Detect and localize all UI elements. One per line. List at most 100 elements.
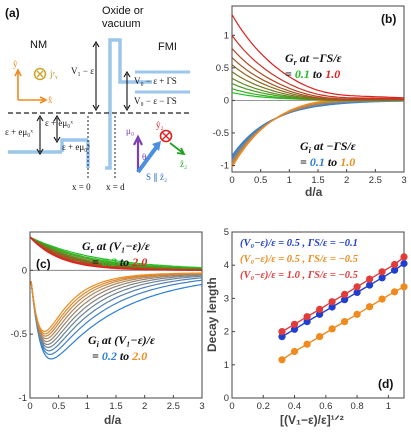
panel-d-ytick-label: 0 (224, 393, 229, 404)
y-axis-label: ŷ (13, 59, 18, 69)
panel-d-point (378, 274, 386, 282)
panel-a-label: (a) (5, 6, 20, 20)
panel-b-xlabel: d/a (305, 185, 323, 199)
y-axis-arrow (14, 68, 22, 100)
y2-cross-lines-icon (161, 131, 171, 141)
panel-b-ticks: 0 0.5 1 1.5 2 2.5 3 -1 -0.5 0 0.5 1 (213, 30, 407, 186)
panel-b-xtick-label: 1 (287, 175, 292, 186)
panel-d-point (353, 283, 361, 291)
theta-label: θ (142, 152, 146, 162)
panel-d-xtick-label: 0.6 (319, 401, 332, 412)
panel-d-point (378, 295, 386, 303)
panel-d-point (391, 260, 399, 269)
panel-d-point (366, 303, 374, 311)
panel-d-point (278, 356, 286, 364)
xd-label: x = d (106, 182, 125, 192)
panel-d-point (400, 259, 408, 268)
panel-d-point (366, 281, 374, 289)
panel-d-frame (231, 231, 405, 399)
panel-d-ytick-label: 5 (224, 227, 229, 238)
panel-d-point (341, 318, 349, 326)
eps-mid-label: ε + eμ₀ˣ (45, 118, 73, 128)
panel-c-gi-curve (30, 279, 203, 356)
panel-d-point (278, 333, 286, 341)
panel-b-xtick-label: 2 (344, 175, 349, 186)
panel-c-gi-curve (30, 275, 203, 349)
panel-c-gr-annotation: Gr at (V₁−ε)/ε (82, 239, 150, 255)
panel-c-gi-curve (30, 273, 203, 343)
panel-d-point (391, 266, 399, 274)
panel-a: (a) NM Oxide or vacuum FMI V₁ − ε V₀ − ε… (5, 5, 190, 192)
nm-right-band (60, 138, 88, 152)
panel-d-point (366, 275, 374, 283)
panel-b-gr-curve (231, 14, 405, 99)
y2-cross-icon (159, 129, 173, 143)
panel-b-curves (231, 14, 405, 168)
panel-b-gr-annotation: Gr at −ΓS/ε (285, 51, 342, 67)
panel-d-point (278, 328, 286, 336)
panel-b-gr-curve (231, 35, 405, 100)
panel-b-ytick-label: 1 (224, 30, 229, 41)
panel-d-point (290, 347, 299, 356)
panel-c-gi-curve (30, 273, 203, 340)
panel-c-gi-range: = 0.2 to 2.0 (92, 349, 147, 363)
panel-d-point (328, 298, 336, 306)
v0-plus-label: V₀ − ε + ΓS (134, 76, 177, 86)
panel-d-ytick-label: 3 (224, 293, 229, 304)
s-arrow (136, 143, 160, 174)
panel-d-xlabel: [(V₁−ε)/ε]¹ᐟ² (280, 413, 344, 427)
panel-c: 0 0.5 1 1.5 2 2.5 3 -1 -0.5 0 (c) d/a Gr at (V₁−ε… (11, 231, 205, 427)
x-axis-arrow (18, 96, 48, 104)
panel-c-xtick-label: 0.5 (52, 401, 65, 412)
panel-c-ytick-label: 0 (22, 265, 27, 276)
panel-d-point (328, 325, 336, 333)
panel-b-ytick-label: -0.5 (213, 128, 229, 139)
panel-d: 0 0.2 0.4 0.6 0.8 1 0 1 2 3 4 5 (d) [(V₁−ε)/ε]¹ᐟ² D… (205, 227, 408, 427)
v0-minus-label: V₀ − ε − ΓS (134, 96, 177, 106)
panel-b-gr-curve (231, 48, 404, 100)
panel-d-legend-1: (V₀−ε)/ε = 0.5 , ΓS/ε = −0.5 (240, 254, 358, 265)
panel-b-xtick-label: 0.5 (254, 175, 267, 186)
y2-label: ŷ₂ (156, 120, 164, 130)
panel-c-ytick-label: -1 (19, 393, 27, 404)
panel-c-gr-curve (29, 236, 203, 269)
panel-c-curves (29, 236, 203, 360)
panel-d-point (303, 340, 311, 348)
panel-c-xtick-label: 3 (199, 401, 204, 412)
panel-d-point (290, 320, 299, 328)
panel-d-legend-0: (V₀−ε)/ε = 0.5 , ΓS/ε = −0.1 (240, 238, 358, 249)
panel-d-label: (d) (378, 377, 393, 391)
panel-c-xtick-label: 0 (27, 401, 32, 412)
panel-c-xlabel: d/a (104, 413, 122, 427)
eps-left-label: ε + eμ₀ˣ (5, 127, 33, 137)
panel-b-xtick-label: 0 (229, 175, 234, 186)
oxide-label-2: vacuum (102, 18, 141, 30)
panel-d-ytick-label: 4 (224, 260, 229, 271)
panel-b-xtick-label: 1.5 (311, 175, 324, 186)
panel-c-gi-curve (30, 272, 202, 333)
panel-d-ytick-label: 2 (224, 327, 229, 338)
panel-d-legend-2: (V₀−ε)/ε = 1.0 , ΓS/ε = −0.5 (240, 270, 358, 281)
panel-b-gi-range: = 0.1 to 1.0 (300, 155, 355, 169)
panel-d-xtick-label: 0.8 (350, 401, 363, 412)
panel-c-gr-curve (29, 236, 203, 269)
panel-d-ytick-label: 1 (224, 360, 229, 371)
panel-d-xtick-label: 1 (386, 401, 391, 412)
panel-b-label: (b) (381, 12, 396, 26)
z2-arrow (169, 142, 186, 156)
current-cross-icon (36, 70, 44, 78)
panel-b-ytick-label: 0.5 (216, 63, 229, 74)
panel-d-point (316, 305, 324, 313)
panel-d-point (400, 283, 408, 291)
panel-b-ytick-label: -1 (221, 160, 229, 171)
z2-label: ẑ₂ (180, 159, 187, 169)
mu0-arrow (133, 134, 143, 172)
panel-b-gi-annotation: Gi at −ΓS/ε (300, 139, 356, 155)
panel-c-ticks: 0 0.5 1 1.5 2 2.5 3 -1 -0.5 0 (11, 265, 205, 412)
panel-d-xtick-label: 0.4 (288, 401, 301, 412)
panel-d-point (341, 290, 349, 298)
panel-d-points (278, 253, 408, 364)
x-axis-label: x̂ (48, 95, 53, 105)
panel-b-ytick-label: 0 (224, 95, 229, 106)
